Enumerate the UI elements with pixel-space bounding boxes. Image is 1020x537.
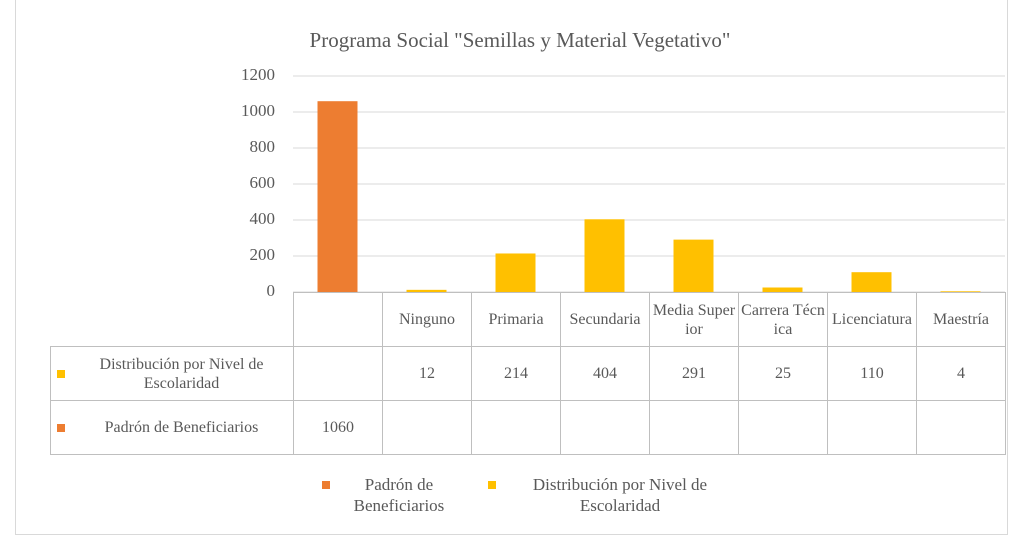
bar [495, 253, 536, 292]
bar [317, 101, 358, 292]
legend-key [322, 481, 330, 489]
legend-item: Padrón de Beneficiarios [322, 474, 462, 516]
value-cell: 4 [916, 346, 1006, 401]
value-label: 4 [957, 365, 965, 382]
value-label: 25 [775, 365, 791, 382]
row-header: Padrón de Beneficiarios [50, 400, 294, 455]
y-tick-label: 400 [250, 209, 276, 228]
value-cell [916, 400, 1006, 455]
legend-key [57, 369, 65, 378]
value-cell [293, 346, 383, 401]
legend-item: Distribución por Nivel de Escolaridad [488, 474, 738, 516]
bar [851, 272, 892, 292]
y-tick-label: 800 [250, 137, 276, 156]
value-cell: 1060 [293, 400, 383, 455]
series-name: Padrón de Beneficiarios [104, 419, 259, 436]
value-cell: 25 [738, 346, 828, 401]
category-cell: Primaria [471, 292, 561, 347]
value-cell [560, 400, 650, 455]
value-cell [738, 400, 828, 455]
y-tick-label: 1200 [241, 65, 275, 84]
chart-title: Programa Social "Semillas y Material Veg… [310, 28, 731, 52]
value-label: 1060 [322, 419, 354, 436]
chart-frame [15, 0, 1008, 535]
value-cell [649, 400, 739, 455]
category-cell: Maestría [916, 292, 1006, 347]
bar [940, 291, 981, 292]
category-cell: Ninguno [382, 292, 472, 347]
legend-label: Padrón de Beneficiarios [353, 475, 445, 515]
y-tick-label: 0 [267, 281, 276, 300]
value-cell: 214 [471, 346, 561, 401]
legend-key [57, 423, 65, 432]
y-tick-label: 600 [250, 173, 276, 192]
value-cell: 404 [560, 346, 650, 401]
series-name: Distribución por Nivel de Escolaridad [99, 355, 264, 392]
value-cell: 12 [382, 346, 472, 401]
value-label: 214 [504, 365, 528, 382]
value-label: 291 [682, 365, 706, 382]
value-cell [471, 400, 561, 455]
value-cell [382, 400, 472, 455]
legend-key [488, 481, 496, 489]
bar [584, 219, 625, 292]
category-cell: Secundaria [560, 292, 650, 347]
category-cell: Carrera Técnica [738, 292, 828, 347]
value-cell: 291 [649, 346, 739, 401]
value-label: 404 [593, 365, 617, 382]
row-header: Distribución por Nivel de Escolaridad [50, 346, 294, 401]
legend-label: Distribución por Nivel de Escolaridad [532, 475, 708, 515]
bar [762, 287, 803, 292]
category-cell: Media Superior [649, 292, 739, 347]
y-tick-label: 200 [250, 245, 276, 264]
value-cell [827, 400, 917, 455]
category-cell: Licenciatura [827, 292, 917, 347]
bar [673, 239, 714, 292]
value-label: 12 [419, 365, 435, 382]
value-label: 110 [860, 365, 884, 382]
category-cell [293, 292, 383, 347]
y-tick-label: 1000 [241, 101, 275, 120]
bar [406, 289, 447, 292]
value-cell: 110 [827, 346, 917, 401]
